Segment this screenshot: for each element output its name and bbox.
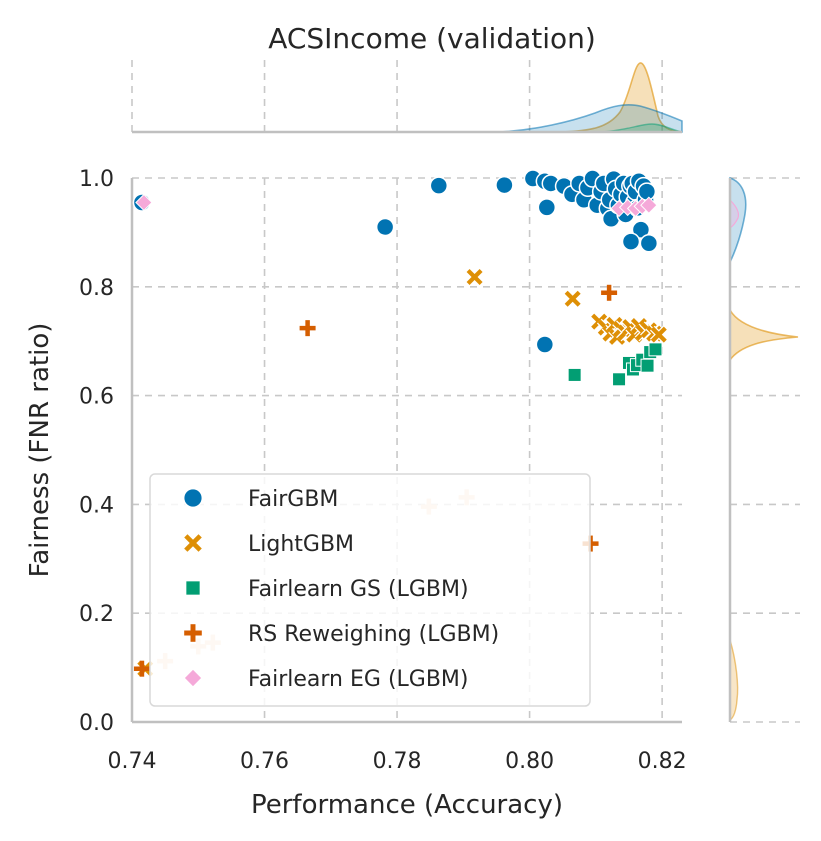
y-axis-label: Fairness (FNR ratio) (25, 323, 55, 578)
y-tick-label: 0.0 (79, 711, 114, 736)
data-point (429, 176, 449, 195)
legend-label: FairGBM (248, 487, 338, 512)
top-kde-fairlearn-gs (599, 123, 683, 133)
y-tick-label: 0.2 (79, 602, 114, 627)
data-point (375, 217, 395, 237)
legend-label: RS Reweighing (LGBM) (248, 622, 499, 647)
data-point (648, 342, 663, 357)
legend-marker (183, 668, 203, 688)
data-point (637, 182, 657, 201)
data-point (563, 289, 582, 308)
data-point (640, 196, 658, 214)
data-point (135, 193, 153, 212)
data-point (537, 198, 557, 217)
data-point (639, 234, 659, 253)
y-tick-label: 0.8 (79, 276, 114, 301)
data-point (495, 175, 514, 195)
x-tick-label: 0.76 (240, 749, 289, 774)
y-tick-label: 0.6 (79, 385, 114, 410)
chart-title: ACSIncome (validation) (268, 22, 596, 55)
x-tick-label: 0.74 (108, 749, 157, 774)
right-marginal-distribution (728, 176, 800, 723)
y-axis-ticks: 0.0 0.2 0.4 0.6 0.8 1.0 (79, 167, 114, 736)
data-point (535, 335, 555, 354)
right-kde-fairlearn-eg (729, 198, 740, 230)
data-point (640, 358, 655, 373)
data-point (465, 268, 484, 286)
x-axis-label: Performance (Accuracy) (251, 790, 563, 820)
data-point (133, 660, 150, 677)
data-point (621, 232, 641, 251)
legend-label: Fairlearn GS (LGBM) (248, 577, 469, 602)
right-kde-lightgbm-low (729, 639, 739, 722)
data-point (649, 325, 668, 344)
right-kde-fairgbm (729, 176, 747, 263)
legend-marker (184, 624, 202, 642)
data-point (299, 320, 316, 337)
legend: FairGBM LightGBM Fairlearn GS (LGBM) RS Rew… (149, 473, 591, 707)
data-point (612, 372, 627, 387)
y-tick-label: 1.0 (79, 167, 114, 192)
top-marginal-distribution (131, 60, 683, 134)
data-point (567, 367, 582, 382)
legend-label: LightGBM (248, 532, 354, 557)
x-tick-label: 0.78 (373, 749, 422, 774)
data-point (601, 284, 618, 301)
legend-marker (183, 533, 203, 553)
legend-marker (182, 487, 204, 509)
top-kde-fairgbm (132, 104, 683, 133)
x-tick-label: 0.82 (638, 749, 687, 774)
legend-marker (185, 580, 201, 596)
x-tick-label: 0.80 (505, 749, 554, 774)
legend-label: Fairlearn EG (LGBM) (248, 667, 468, 692)
right-kde-lightgbm (729, 306, 799, 363)
y-tick-label: 0.4 (79, 493, 114, 518)
x-axis-ticks: 0.74 0.76 0.78 0.80 0.82 (108, 749, 687, 774)
legend-frame (149, 473, 591, 707)
data-point (631, 220, 651, 239)
